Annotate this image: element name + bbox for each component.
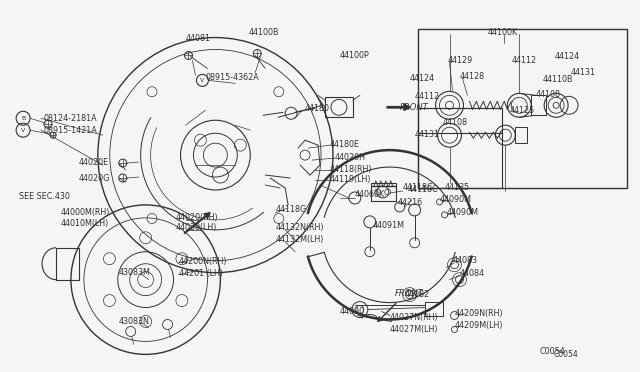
Bar — [531, 95, 546, 115]
Bar — [371, 183, 396, 201]
Bar — [515, 127, 527, 143]
Text: 44119(LH): 44119(LH) — [330, 174, 371, 183]
Text: 44084: 44084 — [460, 269, 484, 278]
Text: V: V — [200, 78, 205, 83]
Bar — [424, 302, 442, 315]
Text: 44020G: 44020G — [79, 173, 110, 183]
Text: 44131: 44131 — [571, 68, 596, 77]
Text: 44135: 44135 — [445, 183, 470, 192]
Text: 44100B: 44100B — [248, 28, 279, 37]
Text: 44020E: 44020E — [79, 158, 109, 167]
Text: 44180E: 44180E — [330, 140, 360, 149]
Text: 08124-2181A: 08124-2181A — [43, 114, 97, 123]
Text: 44112: 44112 — [415, 92, 440, 101]
Text: 44209M(LH): 44209M(LH) — [454, 321, 503, 330]
Text: 44100P: 44100P — [340, 51, 370, 60]
Text: C0054: C0054 — [539, 347, 565, 356]
Text: C0054: C0054 — [554, 350, 579, 359]
Text: 44091M: 44091M — [373, 221, 405, 230]
Text: 44118C: 44118C — [408, 186, 438, 195]
Text: 44118G: 44118G — [275, 205, 307, 214]
Text: 44082: 44082 — [404, 290, 430, 299]
Text: 44180: 44180 — [305, 104, 330, 113]
Text: 44200N(RH): 44200N(RH) — [179, 257, 227, 266]
Text: 44060K: 44060K — [355, 190, 385, 199]
Bar — [418, 29, 627, 188]
Text: B: B — [21, 116, 25, 121]
Text: 44010M(LH): 44010M(LH) — [61, 219, 109, 228]
Text: SEE SEC.430: SEE SEC.430 — [19, 192, 70, 202]
Text: 44030(LH): 44030(LH) — [175, 223, 217, 232]
Text: 44132N(RH): 44132N(RH) — [275, 223, 324, 232]
Text: 44110B: 44110B — [542, 75, 573, 84]
Text: FRONT: FRONT — [395, 289, 424, 298]
Text: FRONT: FRONT — [400, 103, 428, 112]
Text: 44131: 44131 — [415, 130, 440, 139]
Text: 44100K: 44100K — [488, 28, 518, 37]
Text: 43083N: 43083N — [119, 317, 150, 326]
Text: 44128: 44128 — [460, 72, 484, 81]
Text: 44201 (LH): 44201 (LH) — [179, 269, 223, 278]
Text: 44209N(RH): 44209N(RH) — [454, 309, 503, 318]
Text: 44090: 44090 — [340, 307, 365, 316]
Text: 44124: 44124 — [410, 74, 435, 83]
Bar — [325, 97, 353, 117]
Text: 44108: 44108 — [535, 90, 560, 99]
Bar — [418, 108, 502, 188]
Text: 44129: 44129 — [447, 56, 473, 65]
Text: 44216: 44216 — [397, 198, 423, 208]
Text: 44090M: 44090M — [440, 195, 472, 205]
Text: 08915-1421A: 08915-1421A — [43, 126, 97, 135]
Text: 44118(RH): 44118(RH) — [330, 164, 372, 174]
Text: 44118C: 44118C — [403, 183, 433, 192]
Text: 43083M: 43083M — [119, 268, 150, 277]
Text: 44132M(LH): 44132M(LH) — [275, 235, 324, 244]
Text: V: V — [21, 128, 25, 133]
Text: 44081: 44081 — [186, 34, 211, 43]
Text: 44020H: 44020H — [335, 153, 366, 161]
Text: 44124: 44124 — [555, 52, 580, 61]
Text: 44000M(RH): 44000M(RH) — [61, 208, 110, 217]
Text: 44027N(RH): 44027N(RH) — [390, 313, 438, 322]
Text: 08915-4362A: 08915-4362A — [205, 73, 259, 82]
Text: 44125: 44125 — [509, 106, 534, 115]
Text: 44020(RH): 44020(RH) — [175, 214, 218, 222]
Text: 44083: 44083 — [452, 256, 477, 265]
Text: 44090M: 44090M — [447, 208, 479, 217]
Text: 44108: 44108 — [442, 118, 468, 127]
Text: 44027M(LH): 44027M(LH) — [390, 325, 438, 334]
Text: 44112: 44112 — [511, 56, 536, 65]
